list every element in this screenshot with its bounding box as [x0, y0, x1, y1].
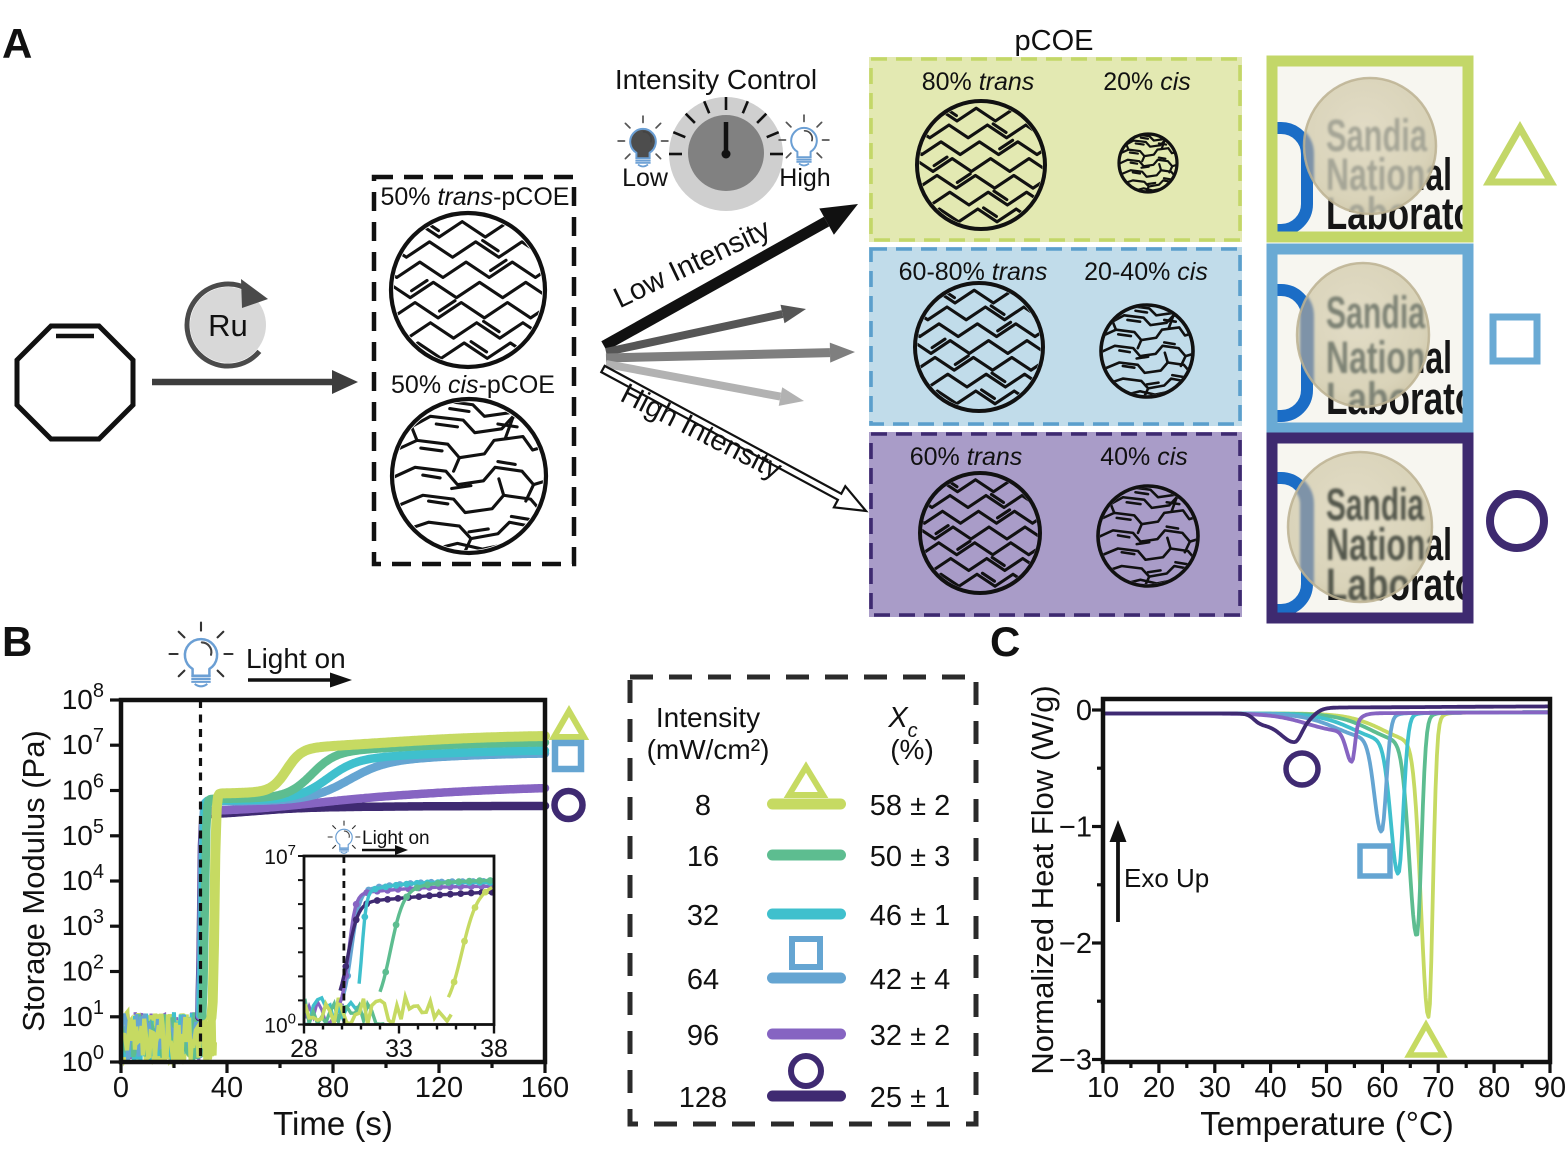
svg-text:8: 8 — [695, 790, 711, 822]
svg-text:Sandia: Sandia — [1326, 287, 1426, 338]
svg-text:38: 38 — [480, 1035, 508, 1063]
svg-text:(mW/cm²): (mW/cm²) — [647, 734, 770, 765]
svg-text:Normalized Heat Flow (W/g): Normalized Heat Flow (W/g) — [1025, 685, 1060, 1074]
svg-text:A: A — [2, 20, 32, 67]
svg-text:Storage Modulus (Pa): Storage Modulus (Pa) — [16, 730, 51, 1032]
svg-text:40: 40 — [1254, 1072, 1286, 1104]
svg-text:B: B — [2, 618, 32, 665]
svg-text:Temperature (°C): Temperature (°C) — [1200, 1105, 1453, 1142]
svg-text:128: 128 — [679, 1082, 727, 1114]
svg-text:Low: Low — [622, 164, 669, 192]
svg-text:National: National — [1326, 519, 1452, 570]
svg-text:pCOE: pCOE — [1015, 25, 1094, 57]
svg-text:42 ± 4: 42 ± 4 — [870, 964, 950, 996]
svg-text:20-40% cis: 20-40% cis — [1084, 258, 1208, 286]
svg-text:107: 107 — [62, 725, 104, 760]
svg-text:Intensity Control: Intensity Control — [615, 64, 817, 95]
svg-text:105: 105 — [62, 816, 104, 851]
svg-text:28: 28 — [290, 1035, 318, 1063]
svg-text:High: High — [779, 164, 830, 192]
svg-text:40: 40 — [211, 1072, 243, 1104]
svg-text:20: 20 — [1143, 1072, 1175, 1104]
svg-text:Ru: Ru — [208, 308, 248, 343]
svg-text:80: 80 — [317, 1072, 349, 1104]
svg-text:10: 10 — [1087, 1072, 1119, 1104]
svg-text:32: 32 — [687, 900, 719, 932]
svg-text:58 ± 2: 58 ± 2 — [870, 790, 950, 822]
svg-text:33: 33 — [385, 1035, 413, 1063]
svg-text:Light on: Light on — [246, 643, 346, 674]
svg-text:60% trans: 60% trans — [910, 443, 1023, 471]
svg-text:Exo Up: Exo Up — [1124, 863, 1209, 893]
svg-text:(%): (%) — [890, 734, 934, 765]
svg-text:120: 120 — [415, 1072, 463, 1104]
svg-text:0: 0 — [113, 1072, 129, 1104]
svg-text:Sandia: Sandia — [1326, 479, 1425, 530]
svg-text:90: 90 — [1534, 1072, 1566, 1104]
svg-text:20% cis: 20% cis — [1103, 68, 1191, 96]
svg-text:64: 64 — [687, 964, 719, 996]
svg-text:50 ± 3: 50 ± 3 — [870, 841, 950, 873]
svg-text:16: 16 — [687, 841, 719, 873]
svg-text:40% cis: 40% cis — [1100, 443, 1188, 471]
svg-text:70: 70 — [1422, 1072, 1454, 1104]
svg-text:106: 106 — [62, 771, 104, 806]
svg-text:46 ± 1: 46 ± 1 — [870, 900, 950, 932]
svg-text:80% trans: 80% trans — [922, 68, 1035, 96]
svg-text:96: 96 — [687, 1020, 719, 1052]
svg-text:32 ± 2: 32 ± 2 — [870, 1020, 950, 1052]
svg-text:Light on: Light on — [362, 828, 430, 849]
svg-text:0: 0 — [1076, 695, 1092, 727]
svg-text:50% cis-pCOE: 50% cis-pCOE — [391, 371, 555, 399]
svg-text:80: 80 — [1478, 1072, 1510, 1104]
svg-text:30: 30 — [1199, 1072, 1231, 1104]
svg-text:C: C — [990, 618, 1020, 665]
svg-text:−3: −3 — [1059, 1045, 1092, 1077]
svg-text:−2: −2 — [1059, 928, 1092, 960]
svg-text:25 ± 1: 25 ± 1 — [870, 1082, 950, 1114]
svg-text:160: 160 — [521, 1072, 569, 1104]
svg-text:Time (s): Time (s) — [273, 1105, 393, 1142]
svg-text:Sandia: Sandia — [1326, 110, 1428, 161]
svg-text:National: National — [1326, 332, 1452, 383]
svg-text:Intensity: Intensity — [656, 702, 760, 733]
svg-text:50% trans-pCOE: 50% trans-pCOE — [381, 183, 570, 211]
svg-text:50: 50 — [1310, 1072, 1342, 1104]
svg-text:−1: −1 — [1059, 812, 1092, 844]
svg-text:60: 60 — [1366, 1072, 1398, 1104]
